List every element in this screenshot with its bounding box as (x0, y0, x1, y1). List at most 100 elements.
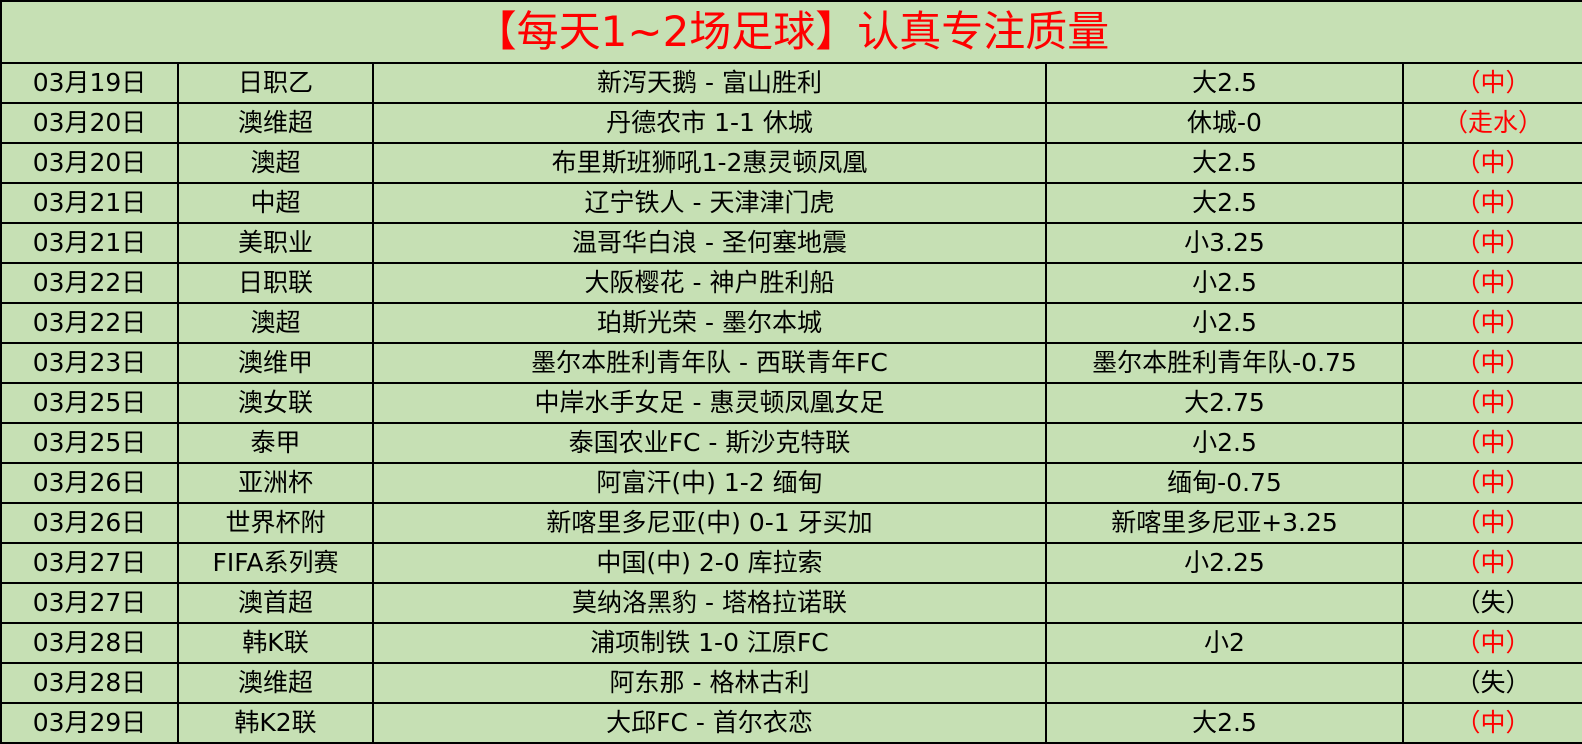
date-cell: 03月23日 (0, 342, 179, 384)
league-cell: 日职乙 (177, 62, 374, 104)
pick-cell: 墨尔本胜利青年队-0.75 (1045, 342, 1404, 384)
match-cell: 泰国农业FC - 斯沙克特联 (372, 422, 1047, 464)
pick-cell: 小2.5 (1045, 422, 1404, 464)
date-cell: 03月28日 (0, 622, 179, 664)
table-row: 03月25日 泰甲 泰国农业FC - 斯沙克特联 小2.5 （中） (0, 422, 1582, 464)
table-row: 03月25日 澳女联 中岸水手女足 - 惠灵顿凤凰女足 大2.75 （中） (0, 382, 1582, 424)
result-cell: （中） (1402, 302, 1582, 344)
result-cell: （中） (1402, 422, 1582, 464)
date-cell: 03月19日 (0, 62, 179, 104)
pick-cell (1045, 662, 1404, 704)
table-row: 03月26日 亚洲杯 阿富汗(中) 1-2 缅甸 缅甸-0.75 （中） (0, 462, 1582, 504)
date-cell: 03月20日 (0, 142, 179, 184)
pick-cell: 大2.5 (1045, 62, 1404, 104)
league-cell: FIFA系列赛 (177, 542, 374, 584)
result-cell: （中） (1402, 542, 1582, 584)
table-row: 03月28日 澳维超 阿东那 - 格林古利 （失） (0, 662, 1582, 704)
table-row: 03月26日 世界杯附 新喀里多尼亚(中) 0-1 牙买加 新喀里多尼亚+3.25 （中… (0, 502, 1582, 544)
league-cell: 韩K2联 (177, 702, 374, 744)
match-cell: 辽宁铁人 - 天津津门虎 (372, 182, 1047, 224)
match-cell: 大邱FC - 首尔衣恋 (372, 702, 1047, 744)
date-cell: 03月21日 (0, 222, 179, 264)
result-cell: （中） (1402, 182, 1582, 224)
match-cell: 丹德农市 1-1 休城 (372, 102, 1047, 144)
date-cell: 03月20日 (0, 102, 179, 144)
league-cell: 美职业 (177, 222, 374, 264)
league-cell: 中超 (177, 182, 374, 224)
date-cell: 03月26日 (0, 462, 179, 504)
pick-cell: 新喀里多尼亚+3.25 (1045, 502, 1404, 544)
match-cell: 温哥华白浪 - 圣何塞地震 (372, 222, 1047, 264)
result-cell: （中） (1402, 702, 1582, 744)
league-cell: 澳首超 (177, 582, 374, 624)
table-row: 03月21日 美职业 温哥华白浪 - 圣何塞地震 小3.25 （中） (0, 222, 1582, 264)
league-cell: 澳维超 (177, 102, 374, 144)
pick-cell: 大2.75 (1045, 382, 1404, 424)
match-cell: 中岸水手女足 - 惠灵顿凤凰女足 (372, 382, 1047, 424)
league-cell: 澳超 (177, 142, 374, 184)
pick-cell: 大2.5 (1045, 182, 1404, 224)
league-cell: 世界杯附 (177, 502, 374, 544)
match-cell: 阿东那 - 格林古利 (372, 662, 1047, 704)
league-cell: 澳维超 (177, 662, 374, 704)
result-cell: （中） (1402, 222, 1582, 264)
table-row: 03月27日 澳首超 莫纳洛黑豹 - 塔格拉诺联 （失） (0, 582, 1582, 624)
pick-cell: 大2.5 (1045, 702, 1404, 744)
pick-cell: 小2.5 (1045, 262, 1404, 304)
match-cell: 中国(中) 2-0 库拉索 (372, 542, 1047, 584)
league-cell: 澳维甲 (177, 342, 374, 384)
league-cell: 泰甲 (177, 422, 374, 464)
league-cell: 亚洲杯 (177, 462, 374, 504)
date-cell: 03月27日 (0, 582, 179, 624)
date-cell: 03月29日 (0, 702, 179, 744)
pick-cell: 大2.5 (1045, 142, 1404, 184)
pick-cell: 休城-0 (1045, 102, 1404, 144)
result-cell: （中） (1402, 142, 1582, 184)
result-cell: （中） (1402, 622, 1582, 664)
result-cell: （中） (1402, 382, 1582, 424)
match-cell: 新泻天鹅 - 富山胜利 (372, 62, 1047, 104)
date-cell: 03月26日 (0, 502, 179, 544)
table-row: 03月19日 日职乙 新泻天鹅 - 富山胜利 大2.5 （中） (0, 62, 1582, 104)
result-cell: （失） (1402, 662, 1582, 704)
table-row: 03月27日 FIFA系列赛 中国(中) 2-0 库拉索 小2.25 （中） (0, 542, 1582, 584)
result-cell: （失） (1402, 582, 1582, 624)
league-cell: 澳女联 (177, 382, 374, 424)
league-cell: 日职联 (177, 262, 374, 304)
match-cell: 墨尔本胜利青年队 - 西联青年FC (372, 342, 1047, 384)
date-cell: 03月25日 (0, 422, 179, 464)
match-cell: 阿富汗(中) 1-2 缅甸 (372, 462, 1047, 504)
table-row: 03月20日 澳超 布里斯班狮吼1-2惠灵顿凤凰 大2.5 （中） (0, 142, 1582, 184)
date-cell: 03月27日 (0, 542, 179, 584)
pick-cell (1045, 582, 1404, 624)
page-title: 【每天1~2场足球】认真专注质量 (0, 0, 1582, 64)
result-cell: （中） (1402, 262, 1582, 304)
match-cell: 浦项制铁 1-0 江原FC (372, 622, 1047, 664)
match-cell: 新喀里多尼亚(中) 0-1 牙买加 (372, 502, 1047, 544)
date-cell: 03月22日 (0, 302, 179, 344)
pick-cell: 小2.5 (1045, 302, 1404, 344)
table-row: 03月28日 韩K联 浦项制铁 1-0 江原FC 小2 （中） (0, 622, 1582, 664)
table-row: 03月22日 澳超 珀斯光荣 - 墨尔本城 小2.5 （中） (0, 302, 1582, 344)
result-cell: （走水） (1402, 102, 1582, 144)
table-row: 03月29日 韩K2联 大邱FC - 首尔衣恋 大2.5 （中） (0, 702, 1582, 744)
league-cell: 韩K联 (177, 622, 374, 664)
date-cell: 03月22日 (0, 262, 179, 304)
table-row: 03月22日 日职联 大阪樱花 - 神户胜利船 小2.5 （中） (0, 262, 1582, 304)
result-cell: （中） (1402, 502, 1582, 544)
match-cell: 珀斯光荣 - 墨尔本城 (372, 302, 1047, 344)
date-cell: 03月25日 (0, 382, 179, 424)
match-cell: 布里斯班狮吼1-2惠灵顿凤凰 (372, 142, 1047, 184)
match-cell: 大阪樱花 - 神户胜利船 (372, 262, 1047, 304)
result-cell: （中） (1402, 462, 1582, 504)
table-row: 03月21日 中超 辽宁铁人 - 天津津门虎 大2.5 （中） (0, 182, 1582, 224)
league-cell: 澳超 (177, 302, 374, 344)
title-row: 【每天1~2场足球】认真专注质量 (0, 0, 1582, 64)
table-row: 03月23日 澳维甲 墨尔本胜利青年队 - 西联青年FC 墨尔本胜利青年队-0.75 （… (0, 342, 1582, 384)
pick-cell: 小3.25 (1045, 222, 1404, 264)
result-cell: （中） (1402, 342, 1582, 384)
pick-cell: 缅甸-0.75 (1045, 462, 1404, 504)
result-cell: （中） (1402, 62, 1582, 104)
date-cell: 03月21日 (0, 182, 179, 224)
